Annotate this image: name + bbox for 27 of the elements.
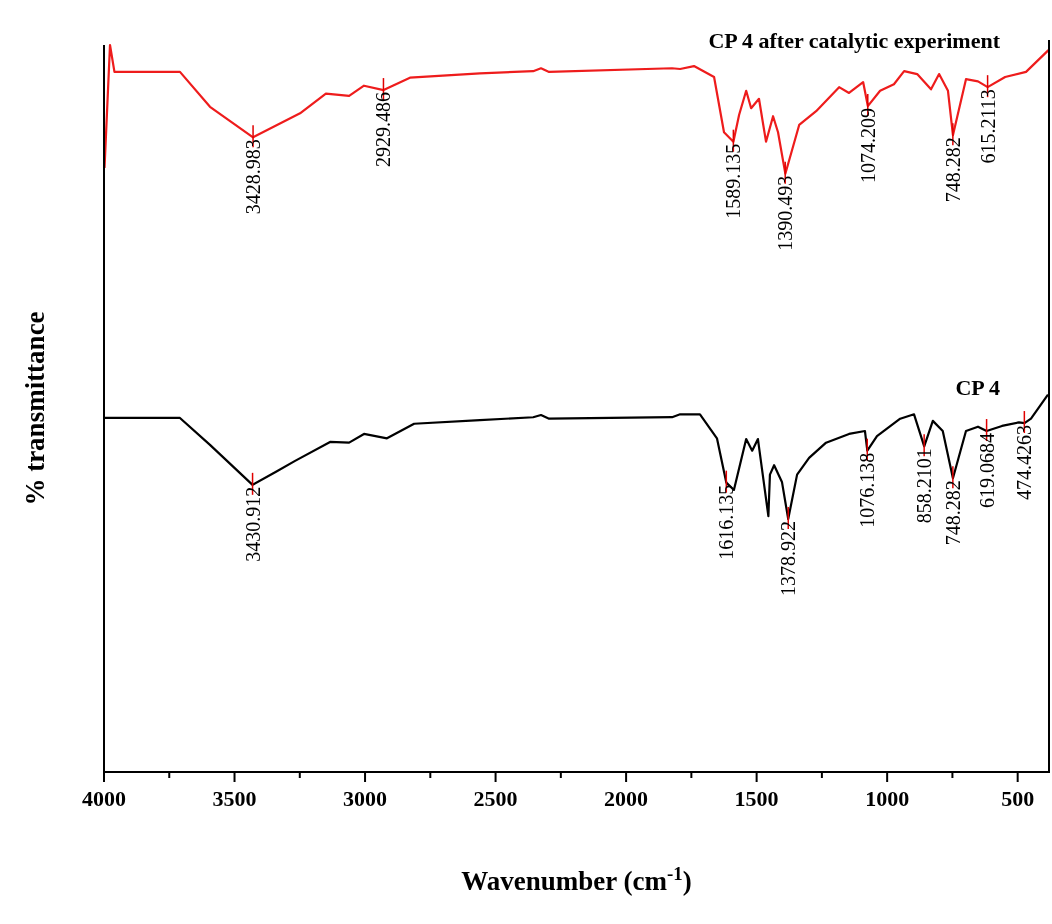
- x-tick-label: 500: [1001, 786, 1035, 811]
- x-tick-label: 1500: [734, 786, 779, 811]
- annotation: 1616.135: [715, 484, 738, 560]
- annotation: 1589.135: [722, 143, 745, 219]
- x-tick-label: 1000: [865, 786, 910, 811]
- x-tick-label: 2500: [473, 786, 518, 811]
- x-tick-label: 2000: [604, 786, 649, 811]
- annotation: 748.282: [941, 480, 964, 546]
- x-tick-label: 4000: [82, 786, 126, 811]
- annotation: 1390.493: [774, 175, 797, 251]
- annotation: 619.0684: [975, 433, 998, 509]
- annotation: 858.2101: [913, 448, 936, 524]
- series-label: CP 4 after catalytic experiment: [708, 28, 1001, 54]
- x-axis-title: Wavenumber (cm$^{-1}$): [461, 862, 692, 896]
- annotation: 3430.912: [241, 486, 264, 562]
- annotation: 3428.983: [242, 139, 265, 215]
- annotation: 1378.922: [777, 521, 800, 596]
- y-axis-title: % transmittance: [20, 311, 50, 506]
- annotation: 2929.486: [372, 92, 395, 168]
- x-tick-label: 3000: [343, 786, 388, 811]
- annotation: 474.4263: [1013, 425, 1036, 501]
- annotation: 615.2113: [976, 89, 999, 164]
- annotation: 748.282: [941, 137, 964, 203]
- annotation: 1076.138: [856, 452, 879, 528]
- series-label: CP 4: [955, 375, 1000, 401]
- annotation: 1074.209: [856, 108, 879, 184]
- x-tick-label: 3500: [212, 786, 257, 811]
